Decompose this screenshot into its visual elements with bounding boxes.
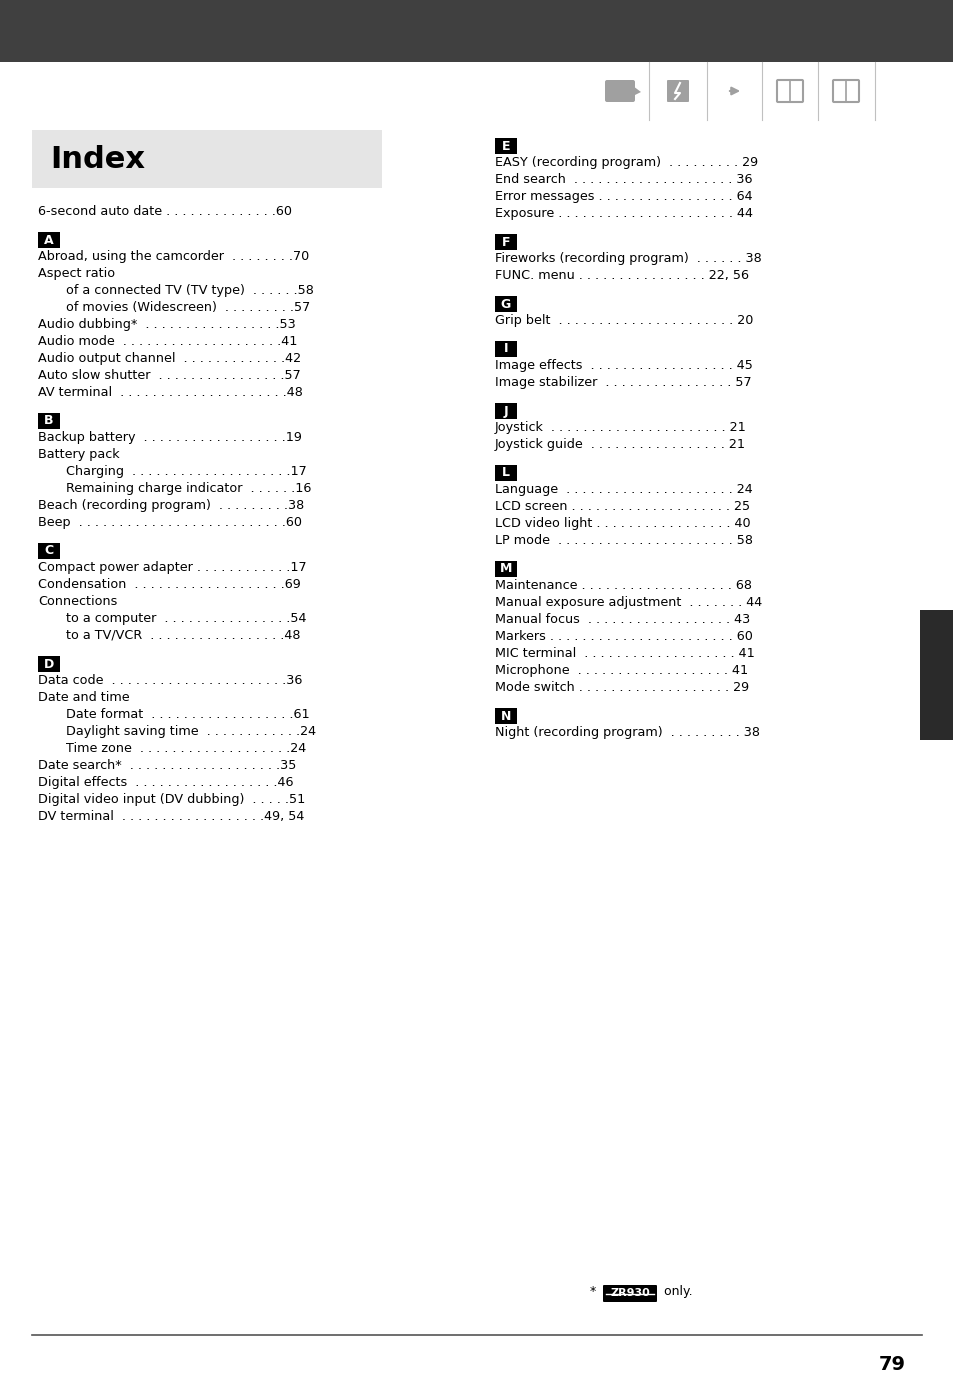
- Text: Date and time: Date and time: [38, 691, 130, 705]
- FancyBboxPatch shape: [604, 80, 635, 102]
- Text: Markers . . . . . . . . . . . . . . . . . . . . . . . 60: Markers . . . . . . . . . . . . . . . . …: [495, 630, 752, 643]
- Text: of a connected TV (TV type)  . . . . . .58: of a connected TV (TV type) . . . . . .5…: [66, 284, 314, 296]
- Text: F: F: [501, 236, 510, 248]
- Text: Maintenance . . . . . . . . . . . . . . . . . . . 68: Maintenance . . . . . . . . . . . . . . …: [495, 579, 751, 592]
- Text: B: B: [44, 415, 53, 427]
- Text: Beep  . . . . . . . . . . . . . . . . . . . . . . . . . .60: Beep . . . . . . . . . . . . . . . . . .…: [38, 516, 302, 530]
- Text: LCD screen . . . . . . . . . . . . . . . . . . . . 25: LCD screen . . . . . . . . . . . . . . .…: [495, 501, 749, 513]
- Bar: [495, 707, 517, 724]
- Bar: [38, 656, 60, 672]
- Text: *: *: [589, 1285, 599, 1298]
- Text: only.: only.: [659, 1285, 692, 1298]
- Text: Mode switch . . . . . . . . . . . . . . . . . . . 29: Mode switch . . . . . . . . . . . . . . …: [495, 681, 748, 694]
- Text: Joystick guide  . . . . . . . . . . . . . . . . . 21: Joystick guide . . . . . . . . . . . . .…: [495, 439, 745, 451]
- Text: M: M: [499, 563, 512, 575]
- Text: Joystick  . . . . . . . . . . . . . . . . . . . . . . 21: Joystick . . . . . . . . . . . . . . . .…: [495, 421, 746, 434]
- Text: Data code  . . . . . . . . . . . . . . . . . . . . . .36: Data code . . . . . . . . . . . . . . . …: [38, 674, 302, 687]
- Bar: [32, 130, 381, 188]
- Bar: [495, 341, 517, 357]
- Text: Battery pack: Battery pack: [38, 448, 119, 461]
- Text: Manual exposure adjustment  . . . . . . . 44: Manual exposure adjustment . . . . . . .…: [495, 596, 761, 610]
- Text: E: E: [501, 139, 510, 153]
- Text: Condensation  . . . . . . . . . . . . . . . . . . .69: Condensation . . . . . . . . . . . . . .…: [38, 578, 300, 592]
- Text: Digital effects  . . . . . . . . . . . . . . . . . .46: Digital effects . . . . . . . . . . . . …: [38, 776, 294, 789]
- Text: Index: Index: [50, 145, 145, 174]
- Text: End search  . . . . . . . . . . . . . . . . . . . . 36: End search . . . . . . . . . . . . . . .…: [495, 172, 752, 186]
- Text: Audio dubbing*  . . . . . . . . . . . . . . . . .53: Audio dubbing* . . . . . . . . . . . . .…: [38, 319, 295, 331]
- Text: Remaining charge indicator  . . . . . .16: Remaining charge indicator . . . . . .16: [66, 483, 311, 495]
- Bar: [38, 543, 60, 558]
- Text: L: L: [501, 466, 510, 480]
- Text: EASY (recording program)  . . . . . . . . . 29: EASY (recording program) . . . . . . . .…: [495, 156, 758, 170]
- Text: Audio mode  . . . . . . . . . . . . . . . . . . . .41: Audio mode . . . . . . . . . . . . . . .…: [38, 335, 297, 348]
- Text: AV terminal  . . . . . . . . . . . . . . . . . . . . .48: AV terminal . . . . . . . . . . . . . . …: [38, 386, 302, 399]
- Text: of movies (Widescreen)  . . . . . . . . .57: of movies (Widescreen) . . . . . . . . .…: [66, 301, 310, 314]
- Text: Date search*  . . . . . . . . . . . . . . . . . . .35: Date search* . . . . . . . . . . . . . .…: [38, 758, 296, 772]
- Text: to a computer  . . . . . . . . . . . . . . . .54: to a computer . . . . . . . . . . . . . …: [66, 612, 306, 625]
- Text: ZR930: ZR930: [610, 1288, 649, 1299]
- Text: Fireworks (recording program)  . . . . . . 38: Fireworks (recording program) . . . . . …: [495, 252, 760, 265]
- Text: Abroad, using the camcorder  . . . . . . . .70: Abroad, using the camcorder . . . . . . …: [38, 250, 309, 263]
- Text: Time zone  . . . . . . . . . . . . . . . . . . .24: Time zone . . . . . . . . . . . . . . . …: [66, 742, 306, 754]
- Text: Manual focus  . . . . . . . . . . . . . . . . . . 43: Manual focus . . . . . . . . . . . . . .…: [495, 614, 749, 626]
- Text: Backup battery  . . . . . . . . . . . . . . . . . .19: Backup battery . . . . . . . . . . . . .…: [38, 432, 301, 444]
- Text: 79: 79: [878, 1356, 905, 1373]
- Text: Language  . . . . . . . . . . . . . . . . . . . . . 24: Language . . . . . . . . . . . . . . . .…: [495, 483, 752, 496]
- Text: LCD video light . . . . . . . . . . . . . . . . . 40: LCD video light . . . . . . . . . . . . …: [495, 517, 750, 530]
- Text: Charging  . . . . . . . . . . . . . . . . . . . .17: Charging . . . . . . . . . . . . . . . .…: [66, 465, 307, 479]
- Bar: [38, 412, 60, 429]
- Text: Auto slow shutter  . . . . . . . . . . . . . . . .57: Auto slow shutter . . . . . . . . . . . …: [38, 370, 300, 382]
- Text: J: J: [503, 404, 508, 418]
- Text: Daylight saving time  . . . . . . . . . . . .24: Daylight saving time . . . . . . . . . .…: [66, 725, 315, 738]
- Text: A: A: [44, 233, 53, 247]
- Text: Audio output channel  . . . . . . . . . . . . .42: Audio output channel . . . . . . . . . .…: [38, 352, 301, 365]
- Bar: [919, 610, 953, 741]
- Text: 6-second auto date . . . . . . . . . . . . . .60: 6-second auto date . . . . . . . . . . .…: [38, 205, 292, 218]
- Text: Error messages . . . . . . . . . . . . . . . . . 64: Error messages . . . . . . . . . . . . .…: [495, 190, 752, 203]
- Bar: [0, 0, 953, 62]
- Bar: [38, 232, 60, 248]
- Text: Grip belt  . . . . . . . . . . . . . . . . . . . . . . 20: Grip belt . . . . . . . . . . . . . . . …: [495, 314, 753, 327]
- Text: MIC terminal  . . . . . . . . . . . . . . . . . . . 41: MIC terminal . . . . . . . . . . . . . .…: [495, 647, 754, 661]
- Text: C: C: [45, 545, 53, 557]
- Bar: [495, 234, 517, 250]
- Bar: [495, 465, 517, 481]
- Text: DV terminal  . . . . . . . . . . . . . . . . . .49, 54: DV terminal . . . . . . . . . . . . . . …: [38, 809, 304, 823]
- Text: Connections: Connections: [38, 594, 117, 608]
- Text: LP mode  . . . . . . . . . . . . . . . . . . . . . . 58: LP mode . . . . . . . . . . . . . . . . …: [495, 534, 752, 547]
- Text: FUNC. menu . . . . . . . . . . . . . . . . 22, 56: FUNC. menu . . . . . . . . . . . . . . .…: [495, 269, 748, 281]
- Text: Image stabilizer  . . . . . . . . . . . . . . . . 57: Image stabilizer . . . . . . . . . . . .…: [495, 376, 751, 389]
- Text: Exposure . . . . . . . . . . . . . . . . . . . . . . 44: Exposure . . . . . . . . . . . . . . . .…: [495, 207, 752, 221]
- Polygon shape: [633, 85, 640, 97]
- Text: N: N: [500, 710, 511, 723]
- Text: to a TV/VCR  . . . . . . . . . . . . . . . . .48: to a TV/VCR . . . . . . . . . . . . . . …: [66, 629, 300, 643]
- FancyBboxPatch shape: [602, 1285, 657, 1302]
- Text: Image effects  . . . . . . . . . . . . . . . . . . 45: Image effects . . . . . . . . . . . . . …: [495, 359, 752, 372]
- Text: D: D: [44, 658, 54, 670]
- Text: Aspect ratio: Aspect ratio: [38, 268, 115, 280]
- Bar: [495, 138, 517, 154]
- Text: I: I: [503, 342, 508, 356]
- Text: G: G: [500, 298, 511, 310]
- Bar: [495, 296, 517, 312]
- Bar: [495, 561, 517, 576]
- Bar: [495, 403, 517, 419]
- FancyBboxPatch shape: [666, 80, 688, 102]
- Text: Beach (recording program)  . . . . . . . . .38: Beach (recording program) . . . . . . . …: [38, 499, 304, 512]
- Text: Date format  . . . . . . . . . . . . . . . . . .61: Date format . . . . . . . . . . . . . . …: [66, 707, 310, 721]
- Text: Digital video input (DV dubbing)  . . . . .51: Digital video input (DV dubbing) . . . .…: [38, 793, 305, 805]
- Text: Microphone  . . . . . . . . . . . . . . . . . . . 41: Microphone . . . . . . . . . . . . . . .…: [495, 665, 747, 677]
- Text: Night (recording program)  . . . . . . . . . 38: Night (recording program) . . . . . . . …: [495, 725, 760, 739]
- Text: Compact power adapter . . . . . . . . . . . .17: Compact power adapter . . . . . . . . . …: [38, 561, 306, 574]
